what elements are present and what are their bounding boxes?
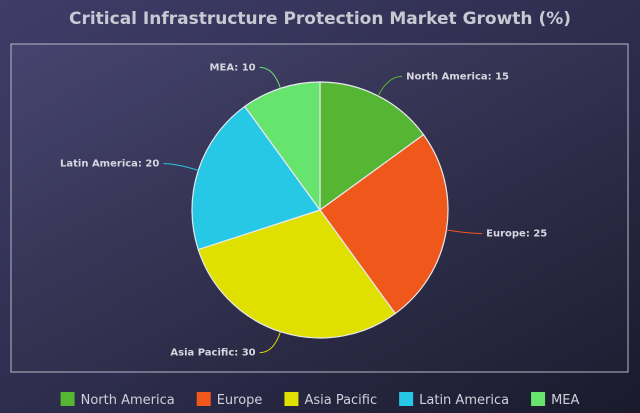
- slice-labels: North America: 15 Europe: 25 Asia Pacific:…: [60, 62, 547, 358]
- data-label-asia-pacific: Asia Pacific: 30: [170, 348, 255, 359]
- legend-item-north-america[interactable]: North America: [60, 392, 175, 408]
- legend-item-mea[interactable]: MEA: [531, 392, 580, 408]
- leader-line-north-america: [377, 75, 403, 97]
- leader-line-europe: [446, 229, 483, 234]
- chart-title: Critical Infrastructure Protection Marke…: [69, 9, 571, 29]
- pie-slice-north-america: [319, 81, 425, 212]
- legend-label: Latin America: [419, 393, 509, 408]
- legend-item-latin-america[interactable]: Latin America: [399, 392, 509, 408]
- legend-label: Asia Pacific: [304, 393, 377, 408]
- pie-slice-latin-america: [191, 105, 321, 251]
- legend-label: MEA: [551, 393, 579, 408]
- data-label-north-america: North America: 15: [406, 71, 509, 82]
- legend-swatch: [284, 392, 299, 406]
- leader-line-mea: [259, 66, 281, 89]
- leader-line-asia-pacific: [259, 331, 281, 354]
- pie-slice-asia-pacific: [197, 209, 397, 339]
- legend-item-europe[interactable]: Europe: [196, 392, 263, 408]
- leader-line-latin-america: [163, 163, 199, 171]
- legend-swatch: [399, 392, 414, 406]
- legend-swatch: [531, 392, 546, 406]
- pie-slice-mea: [243, 81, 321, 212]
- legend-swatch: [60, 392, 75, 406]
- data-label-mea: MEA: 10: [210, 62, 256, 73]
- pie: [191, 81, 449, 339]
- legend: North America Europe Asia Pacific Latin Ame…: [60, 392, 580, 408]
- legend-label: North America: [81, 393, 175, 408]
- legend-label: Europe: [217, 393, 263, 408]
- data-label-europe: Europe: 25: [486, 228, 547, 239]
- legend-swatch: [196, 392, 211, 406]
- data-label-latin-america: Latin America: 20: [60, 159, 159, 170]
- legend-item-asia-pacific[interactable]: Asia Pacific: [284, 392, 377, 408]
